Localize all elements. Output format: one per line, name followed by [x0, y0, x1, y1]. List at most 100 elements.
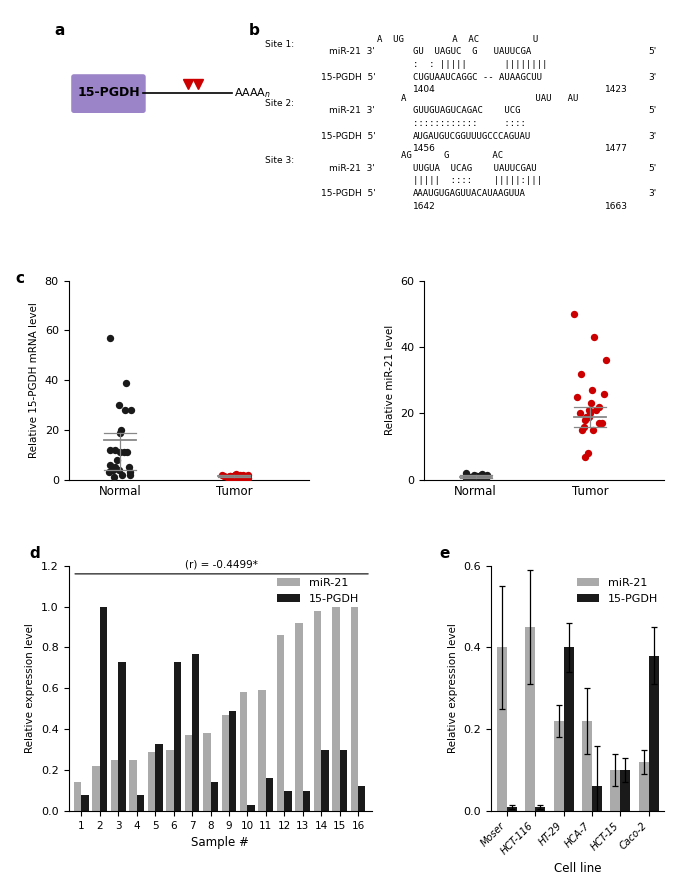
Point	[238, 470, 249, 484]
Text: Site 3:: Site 3:	[264, 156, 294, 165]
Bar	[525, 627, 535, 811]
Point	[475, 468, 486, 482]
Point	[470, 469, 481, 483]
Point	[114, 426, 125, 439]
Point	[577, 423, 588, 437]
Y-axis label: Relative 15-PGDH mRNA level: Relative 15-PGDH mRNA level	[29, 303, 39, 458]
Text: 15-PGDH  5': 15-PGDH 5'	[321, 72, 375, 81]
Bar	[340, 750, 347, 811]
Text: 3': 3'	[649, 132, 657, 140]
Point	[587, 423, 598, 437]
Point	[572, 390, 583, 404]
Text: 5': 5'	[649, 106, 657, 115]
Point	[226, 471, 237, 485]
Point	[590, 403, 601, 417]
Point	[225, 469, 236, 483]
Legend: miR-21, 15-PGDH: miR-21, 15-PGDH	[572, 574, 662, 608]
Text: 3': 3'	[649, 189, 657, 198]
Point	[586, 397, 597, 411]
Point	[238, 468, 249, 482]
Point	[460, 469, 471, 483]
Text: GUUGUAGUCAGAC    UCG: GUUGUAGUCAGAC UCG	[412, 106, 520, 115]
Point	[227, 470, 238, 484]
Point	[236, 471, 247, 485]
Point	[583, 446, 594, 460]
Text: miR-21  3': miR-21 3'	[329, 164, 375, 173]
Bar	[137, 794, 144, 811]
X-axis label: Sample #: Sample #	[191, 836, 249, 849]
Text: 3': 3'	[649, 72, 657, 81]
Point	[216, 468, 227, 482]
Point	[229, 469, 240, 483]
Point	[464, 471, 475, 485]
Text: |||||  ::::    |||||:|||: ||||| :::: |||||:|||	[412, 176, 542, 185]
Bar	[173, 662, 181, 811]
Bar	[332, 607, 340, 811]
Text: AAAUGUGAGUUACAUAAGUUA: AAAUGUGAGUUACAUAAGUUA	[412, 189, 525, 198]
Bar	[111, 760, 119, 811]
Point	[125, 403, 136, 417]
Point	[471, 468, 482, 482]
Point	[588, 330, 599, 344]
Bar	[582, 721, 592, 811]
Point	[479, 471, 490, 485]
Text: ::::::::::::     ::::: :::::::::::: ::::	[412, 119, 525, 128]
Point	[477, 470, 488, 484]
Point	[234, 470, 245, 484]
Point	[103, 466, 114, 480]
Point	[117, 468, 128, 482]
Text: 1642: 1642	[412, 201, 436, 210]
Y-axis label: Relative expression level: Relative expression level	[25, 623, 36, 753]
Bar	[221, 715, 229, 811]
Bar	[266, 778, 273, 811]
Y-axis label: Relative miR-21 level: Relative miR-21 level	[385, 325, 395, 435]
Bar	[592, 787, 602, 811]
Point	[225, 471, 236, 485]
Bar	[166, 750, 173, 811]
Bar	[100, 607, 108, 811]
Point	[467, 471, 478, 485]
Text: 1663: 1663	[604, 201, 627, 210]
Bar	[535, 807, 545, 811]
Bar	[649, 656, 659, 811]
Text: AAAA$_n$: AAAA$_n$	[234, 85, 271, 99]
Bar	[321, 750, 329, 811]
Point	[228, 469, 239, 483]
Text: A                        UAU   AU: A UAU AU	[401, 93, 578, 103]
Bar	[553, 721, 564, 811]
Point	[121, 446, 132, 460]
Text: miR-21  3': miR-21 3'	[329, 106, 375, 115]
Bar	[74, 782, 82, 811]
Point	[460, 467, 471, 480]
Point	[105, 458, 116, 472]
Bar	[314, 610, 321, 811]
Text: (r) = -0.4499*: (r) = -0.4499*	[185, 560, 258, 569]
Point	[219, 469, 229, 483]
Bar	[358, 787, 365, 811]
Text: :  : |||||       ||||||||: : : ||||| ||||||||	[412, 60, 547, 69]
Bar	[119, 662, 125, 811]
Bar	[247, 805, 255, 811]
Point	[225, 469, 236, 483]
Point	[586, 383, 597, 397]
Point	[115, 423, 126, 437]
Bar	[507, 807, 516, 811]
Point	[474, 470, 485, 484]
Point	[109, 443, 120, 457]
Point	[480, 472, 491, 486]
Point	[112, 453, 123, 467]
Bar	[210, 782, 218, 811]
Point	[477, 467, 488, 480]
Text: e: e	[439, 546, 449, 561]
Point	[223, 470, 234, 484]
Bar	[155, 744, 162, 811]
Text: 1477: 1477	[604, 144, 627, 153]
Text: UUGUA  UCAG    UAUUCGAU: UUGUA UCAG UAUUCGAU	[412, 164, 536, 173]
Point	[575, 366, 586, 380]
Point	[599, 386, 610, 400]
Point	[596, 417, 607, 431]
Point	[580, 410, 591, 424]
Point	[584, 406, 595, 420]
Point	[580, 413, 591, 427]
Y-axis label: Relative expression level: Relative expression level	[448, 623, 458, 753]
